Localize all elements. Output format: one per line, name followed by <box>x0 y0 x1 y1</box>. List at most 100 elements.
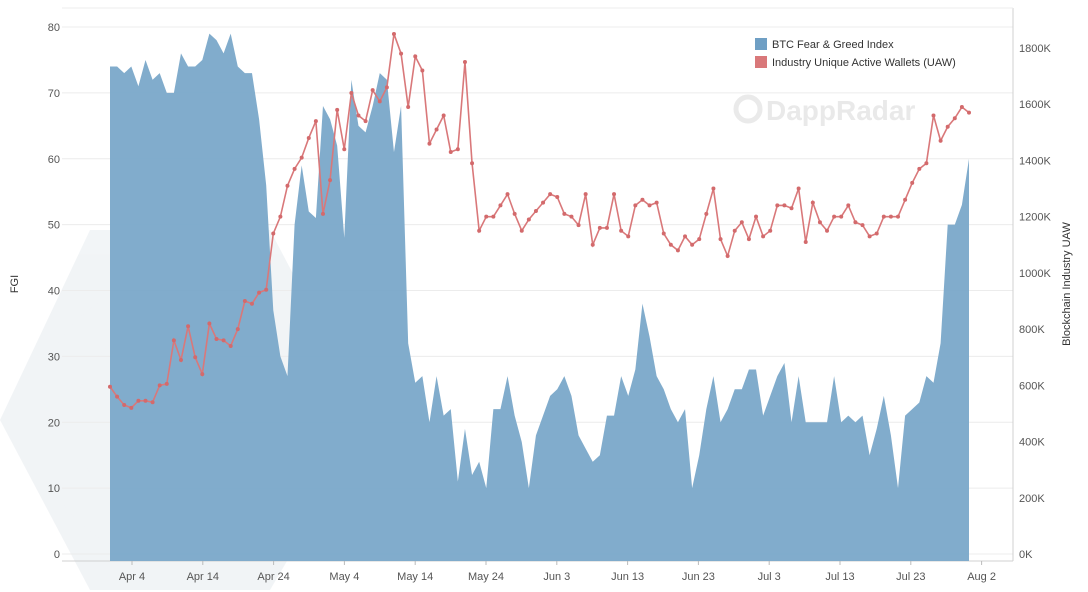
uaw-point <box>462 60 467 65</box>
uaw-point <box>683 234 688 239</box>
x-axis: Apr 4 Apr 14 Apr 24 May 4 May 14 May 24 Jun 3 J… <box>119 561 996 583</box>
uaw-point <box>604 225 609 230</box>
uaw-point <box>768 228 773 233</box>
uaw-point <box>129 405 134 410</box>
uaw-point <box>732 228 737 233</box>
uaw-point <box>477 228 482 233</box>
uaw-point <box>136 398 141 403</box>
uaw-point <box>718 237 723 242</box>
uaw-point <box>619 228 624 233</box>
uaw-point <box>292 166 297 171</box>
uaw-point <box>200 372 205 377</box>
uaw-point <box>526 217 531 222</box>
uaw-point <box>115 394 120 399</box>
uaw-point <box>576 223 581 228</box>
uaw-point <box>761 234 766 239</box>
uaw-point <box>512 211 517 216</box>
uaw-point <box>406 105 411 110</box>
uaw-point <box>825 228 830 233</box>
uaw-point <box>640 197 645 202</box>
uaw-point <box>690 242 695 247</box>
uaw-point <box>257 290 262 295</box>
uaw-point <box>782 203 787 208</box>
x-tick-label: May 14 <box>397 571 433 583</box>
right-axis: 0K 200K 400K 600K 800K 1000K 1200K 1400K 1600K 18… <box>1019 43 1051 561</box>
x-tick-label: Jul 3 <box>758 571 781 583</box>
uaw-point <box>881 214 886 219</box>
uaw-point <box>832 214 837 219</box>
uaw-point <box>342 147 347 152</box>
legend-swatch-uaw <box>755 56 767 68</box>
x-tick-label: Apr 14 <box>187 571 219 583</box>
right-tick-label: 400K <box>1019 437 1045 449</box>
left-axis: 0 10 20 30 40 50 60 70 80 <box>48 22 60 561</box>
uaw-point <box>427 141 432 146</box>
uaw-point <box>661 231 666 236</box>
uaw-point <box>157 383 162 388</box>
uaw-point <box>505 192 510 197</box>
uaw-point <box>647 203 652 208</box>
uaw-point <box>626 234 631 239</box>
uaw-point <box>931 113 936 118</box>
uaw-point <box>874 231 879 236</box>
uaw-point <box>207 321 212 326</box>
uaw-point <box>952 116 957 121</box>
uaw-point <box>214 336 219 341</box>
uaw-point <box>484 214 489 219</box>
uaw-point <box>754 214 759 219</box>
uaw-point <box>249 301 254 306</box>
uaw-point <box>399 51 404 56</box>
uaw-point <box>313 119 318 124</box>
uaw-point <box>803 239 808 244</box>
uaw-point <box>633 203 638 208</box>
uaw-point <box>817 220 822 225</box>
left-tick-label: 0 <box>54 549 60 561</box>
uaw-point <box>413 54 418 59</box>
watermark-logo: DappRadar <box>733 94 915 126</box>
uaw-point <box>853 220 858 225</box>
uaw-point <box>285 183 290 188</box>
x-tick-label: May 4 <box>329 571 359 583</box>
uaw-point <box>377 99 382 104</box>
uaw-point <box>306 135 311 140</box>
uaw-point <box>711 186 716 191</box>
uaw-point <box>796 186 801 191</box>
uaw-point <box>420 68 425 73</box>
uaw-point <box>938 138 943 143</box>
uaw-point <box>590 242 595 247</box>
uaw-point <box>441 113 446 118</box>
uaw-point <box>597 225 602 230</box>
uaw-point <box>498 203 503 208</box>
legend-label-uaw: Industry Unique Active Wallets (UAW) <box>772 57 956 69</box>
right-tick-label: 1400K <box>1019 155 1051 167</box>
uaw-point <box>562 211 567 216</box>
watermark-text: DappRadar <box>766 95 915 126</box>
x-tick-label: Jul 13 <box>825 571 854 583</box>
right-tick-label: 1000K <box>1019 268 1051 280</box>
uaw-point <box>697 237 702 242</box>
uaw-point <box>150 400 155 405</box>
left-tick-label: 50 <box>48 220 60 232</box>
left-tick-label: 40 <box>48 286 60 298</box>
uaw-point <box>356 113 361 118</box>
uaw-point <box>910 180 915 185</box>
x-tick-label: Jul 23 <box>896 571 925 583</box>
uaw-point <box>739 220 744 225</box>
x-tick-label: Jun 13 <box>611 571 644 583</box>
left-tick-label: 20 <box>48 417 60 429</box>
uaw-point <box>335 107 340 112</box>
uaw-point <box>143 398 148 403</box>
left-tick-label: 30 <box>48 351 60 363</box>
right-tick-label: 600K <box>1019 380 1045 392</box>
uaw-point <box>917 166 922 171</box>
uaw-point <box>228 343 233 348</box>
right-tick-label: 800K <box>1019 324 1045 336</box>
uaw-point <box>178 358 183 363</box>
uaw-point <box>896 214 901 219</box>
right-tick-label: 1800K <box>1019 43 1051 55</box>
uaw-point <box>193 355 198 360</box>
uaw-point <box>612 192 617 197</box>
uaw-point <box>867 234 872 239</box>
uaw-point <box>328 178 333 183</box>
fgi-area <box>110 33 969 561</box>
